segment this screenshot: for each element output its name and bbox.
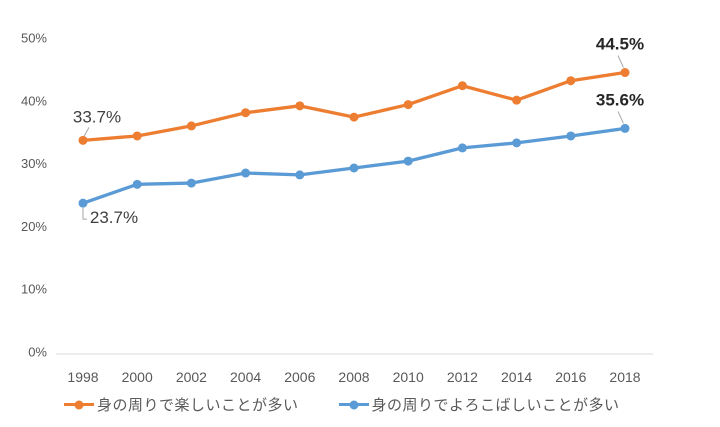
data-point-marker [403,100,413,110]
data-point-marker [186,121,196,131]
legend-item-fun-things: 身の周りで楽しいことが多い [64,394,299,415]
data-point-marker [241,108,251,118]
chart-legend: 身の周りで楽しいことが多い 身の周りでよろこばしいことが多い [64,394,620,415]
y-axis-tick-label: 0% [28,345,47,360]
data-point-marker [620,123,630,133]
leader-line [617,111,624,124]
x-axis-tick-label: 2006 [284,369,315,385]
legend-line-marker-blue [338,400,369,409]
data-point-marker [566,131,576,141]
data-point-marker [566,76,576,86]
leader-line [83,127,90,137]
x-axis-tick-label: 1998 [67,369,98,385]
leader-line [82,208,87,220]
x-axis-tick-label: 2004 [230,369,261,385]
x-axis-tick-label: 2000 [122,369,153,385]
data-point-marker [186,178,196,188]
data-point-marker [78,198,88,208]
x-axis-tick-label: 2002 [176,369,207,385]
data-point-marker [512,95,522,105]
series-line [81,70,627,143]
x-axis-tick-label: 2012 [447,369,478,385]
data-point-marker [620,68,630,78]
x-axis-tick-label: 2008 [338,369,369,385]
data-point-marker [512,138,522,148]
legend-label-joyful-things: 身の周りでよろこばしいことが多い [371,397,620,414]
data-point-marker [457,81,467,91]
data-point-marker [132,131,142,141]
data-label: 44.5% [596,35,644,54]
legend-item-joyful-things: 身の周りでよろこばしいことが多い [338,394,620,415]
y-axis-tick-label: 20% [21,219,47,234]
data-point-marker [78,135,88,145]
legend-line-marker-orange [64,400,94,409]
y-axis-tick-label: 10% [21,282,47,297]
data-point-marker [457,143,467,153]
data-label: 33.7% [73,107,121,126]
legend-dot-icon [74,400,84,409]
data-point-marker [349,163,359,173]
data-point-marker [295,170,305,180]
data-label: 23.7% [90,208,138,227]
data-point-marker [132,179,142,189]
x-axis-tick-label: 2018 [609,369,640,385]
data-point-marker [403,156,413,166]
legend-dot-icon [349,400,359,409]
leader-line [617,55,624,68]
legend-label-fun-things: 身の周りで楽しいことが多い [97,397,299,414]
x-axis-tick-label: 2016 [555,369,586,385]
y-axis-tick-label: 40% [21,93,47,108]
y-axis-tick-label: 30% [21,156,47,171]
x-axis-tick-label: 2010 [393,369,424,385]
data-label: 35.6% [596,90,644,109]
data-point-marker [349,112,359,122]
data-point-marker [295,101,305,111]
x-axis-tick-label: 2014 [501,369,532,385]
data-point-marker [241,168,251,178]
y-axis-tick-label: 50% [21,31,47,46]
